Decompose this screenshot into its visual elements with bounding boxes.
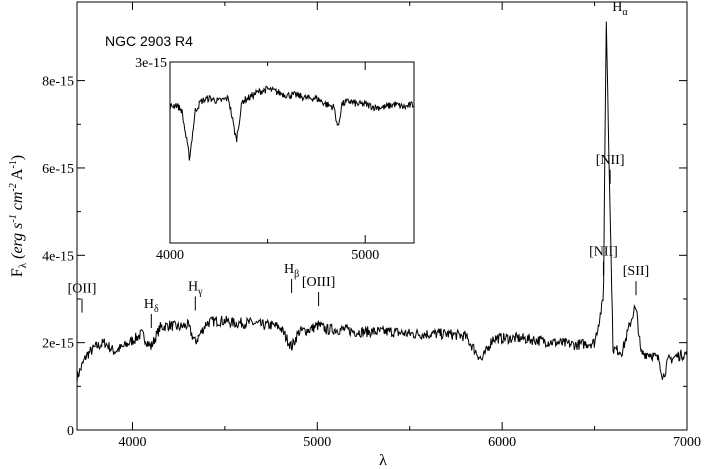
y-axis-label: Fλ (erg s-1 cm-2 A-1) (8, 155, 29, 277)
annotation-label: [NII] (596, 153, 625, 168)
y-label-erg: erg s (9, 223, 26, 254)
main-spectrum-line (76, 21, 688, 384)
y-label-base-sub: λ (17, 262, 29, 268)
y-label-close: ) (9, 155, 26, 160)
y-label-base: F (9, 268, 26, 277)
annotation-label: [OIII] (302, 275, 335, 290)
y-label-ang: A (9, 168, 26, 180)
y-label-cm-sup: -2 (8, 183, 19, 191)
annotation-label: Hβ (284, 262, 299, 280)
main-y-tick-label: 8e-15 (42, 75, 74, 90)
y-label-erg-sup: -1 (8, 214, 19, 222)
inset-x-tick-label: 4000 (156, 248, 184, 263)
annotation-label: [OII] (68, 282, 97, 297)
annotation-label: [SII] (623, 264, 649, 279)
main-y-tick-label: 0 (67, 424, 74, 439)
annotation-label: [NII] (589, 245, 618, 260)
main-axis-ticks: 4000 5000 6000 7000 0 2e-15 4e-15 6e-15 8e-15 (42, 2, 701, 450)
y-label-open: ( (9, 252, 26, 259)
line-annotations: [OII] Hδ Hγ Hβ[OIII] [NII] [NII] [SII] Hα (68, 0, 649, 328)
y-label-cm: cm (9, 192, 26, 211)
annotation-label: Hα (612, 0, 628, 18)
chart-title: NGC 2903 R4 (105, 33, 193, 49)
inset-plot-frame (169, 61, 415, 244)
inset-background (170, 62, 414, 243)
inset-axis-ticks: 4000 5000 3e-15 (135, 56, 414, 263)
annotation-label: Hδ (144, 297, 159, 315)
svg-text:Fλ (erg s-1 cm-2 A-1): Fλ (erg s-1 cm-2 A-1) (8, 155, 29, 277)
y-label-ang-sup: -1 (8, 160, 19, 168)
inset-spectrum-line (169, 85, 415, 161)
main-plot-frame (76, 1, 688, 431)
main-x-tick-label: 5000 (303, 435, 331, 450)
main-y-tick-label: 2e-15 (42, 337, 74, 352)
annotation-label: Hγ (188, 279, 203, 297)
main-x-tick-label: 4000 (118, 435, 146, 450)
inset-y-tick-label: 3e-15 (135, 56, 167, 71)
main-y-tick-label: 6e-15 (42, 162, 74, 177)
main-x-tick-label: 6000 (488, 435, 516, 450)
inset-x-tick-label: 5000 (351, 248, 379, 263)
main-y-tick-label: 4e-15 (42, 249, 74, 264)
x-axis-label: λ (379, 452, 387, 469)
main-x-tick-label: 7000 (673, 435, 701, 450)
